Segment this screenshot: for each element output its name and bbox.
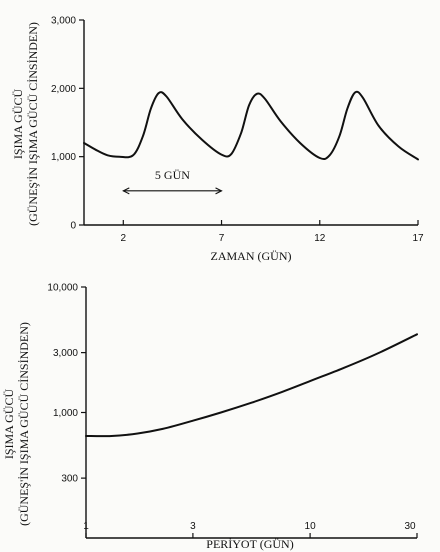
period-chart-y-tick-label: 10,000	[47, 283, 78, 294]
period-chart-xlabel: PERİYOT (GÜN)	[206, 537, 293, 551]
time-chart-x-tick-label: 12	[314, 233, 326, 244]
period-chart-x-tick-label: 30	[404, 521, 416, 532]
period-chart-ylabel-line-2: (GÜNEŞ'İN IŞIMA GÜCÜ CİNSİNDEN)	[17, 322, 31, 526]
period-arrowhead-left	[122, 187, 130, 195]
period-arrowhead-right	[215, 187, 223, 195]
time-chart-xlabel: ZAMAN (GÜN)	[211, 249, 292, 263]
period-chart-x-tick-label: 3	[190, 521, 196, 532]
time-chart-y-tick-label: 2,000	[51, 84, 76, 95]
time-chart-y-tick-label: 1,000	[51, 152, 76, 163]
period-chart-y-tick-label: 300	[61, 474, 78, 485]
time-chart: IŞIMA GÜCÜ (GÜNEŞ'İN IŞIMA GÜCÜ CİNSİNDE…	[11, 16, 424, 264]
period-annotation: 5 GÜN	[122, 168, 223, 195]
time-chart-y-tick-label: 3,000	[51, 16, 76, 27]
time-chart-x-tick-label: 2	[121, 233, 127, 244]
time-chart-luminosity-curve	[83, 90, 419, 161]
period-chart-y-tick-label: 3,000	[53, 348, 78, 359]
time-chart-x-tick-label: 7	[219, 233, 225, 244]
period-chart-x-ticks: 1 3 10 30	[83, 521, 418, 538]
period-chart-y-ticks: 300 1,000 3,000 10,000	[47, 283, 86, 485]
period-chart-ylabel-line-1: IŞIMA GÜCÜ	[2, 388, 16, 459]
period-chart-x-tick-label: 1	[83, 521, 89, 532]
time-chart-x-ticks: 2 7 12 17	[121, 220, 424, 244]
period-chart-y-tick-label: 1,000	[53, 408, 78, 419]
time-chart-y-ticks: 0 1,000 2,000 3,000	[51, 16, 84, 232]
time-chart-ylabel-line-2: (GÜNEŞ'İN IŞIMA GÜCÜ CİNSİNDEN)	[26, 22, 40, 226]
period-chart-x-tick-label: 10	[305, 521, 317, 532]
period-chart-luminosity-curve	[85, 333, 418, 438]
time-chart-ylabel-line-1: IŞIMA GÜCÜ	[11, 88, 25, 159]
time-chart-x-tick-label: 17	[412, 233, 424, 244]
time-chart-y-tick-label: 0	[70, 221, 76, 232]
period-chart: IŞIMA GÜCÜ (GÜNEŞ'İN IŞIMA GÜCÜ CİNSİNDE…	[2, 283, 418, 551]
period-label: 5 GÜN	[155, 168, 190, 182]
